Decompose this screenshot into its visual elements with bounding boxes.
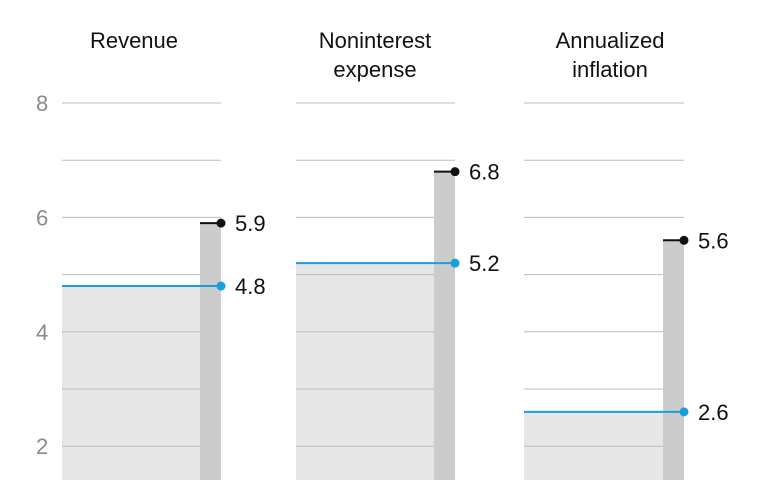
- black-value-bar: [434, 171, 455, 480]
- panel-title-line: Revenue: [90, 28, 178, 53]
- y-tick-label-8: 8: [36, 91, 48, 116]
- black-value-dot: [450, 167, 460, 177]
- y-tick-label-2: 2: [36, 434, 48, 459]
- blue-value-area: [296, 263, 455, 480]
- panel-title-line: expense: [333, 57, 416, 82]
- panel-title-line: Annualized: [556, 28, 665, 53]
- black-value-label: 6.8: [469, 160, 500, 185]
- black-value-label: 5.6: [698, 228, 729, 253]
- black-value-label: 5.9: [235, 211, 266, 236]
- black-value-bar: [200, 223, 221, 480]
- blue-value-area: [62, 286, 221, 480]
- blue-value-label: 5.2: [469, 251, 500, 276]
- y-tick-label-4: 4: [36, 320, 48, 345]
- panel-1: Revenue 5.9 4.8: [62, 28, 266, 480]
- blue-value-dot: [679, 407, 689, 417]
- blue-value-dot: [450, 258, 460, 268]
- blue-value-label: 4.8: [235, 274, 266, 299]
- black-value-dot: [679, 235, 689, 245]
- panel-title-line: inflation: [572, 57, 648, 82]
- blue-value-label: 2.6: [698, 400, 729, 425]
- black-value-dot: [216, 218, 226, 228]
- y-tick-label-6: 6: [36, 205, 48, 230]
- panel-title-line: Noninterest: [319, 28, 432, 53]
- blue-value-dot: [216, 281, 226, 291]
- panel-2: Noninterest expense 6.8 5.2: [296, 28, 500, 480]
- panel-3: Annualized inflation 5.6 2.6: [524, 28, 729, 480]
- black-value-bar: [663, 240, 684, 480]
